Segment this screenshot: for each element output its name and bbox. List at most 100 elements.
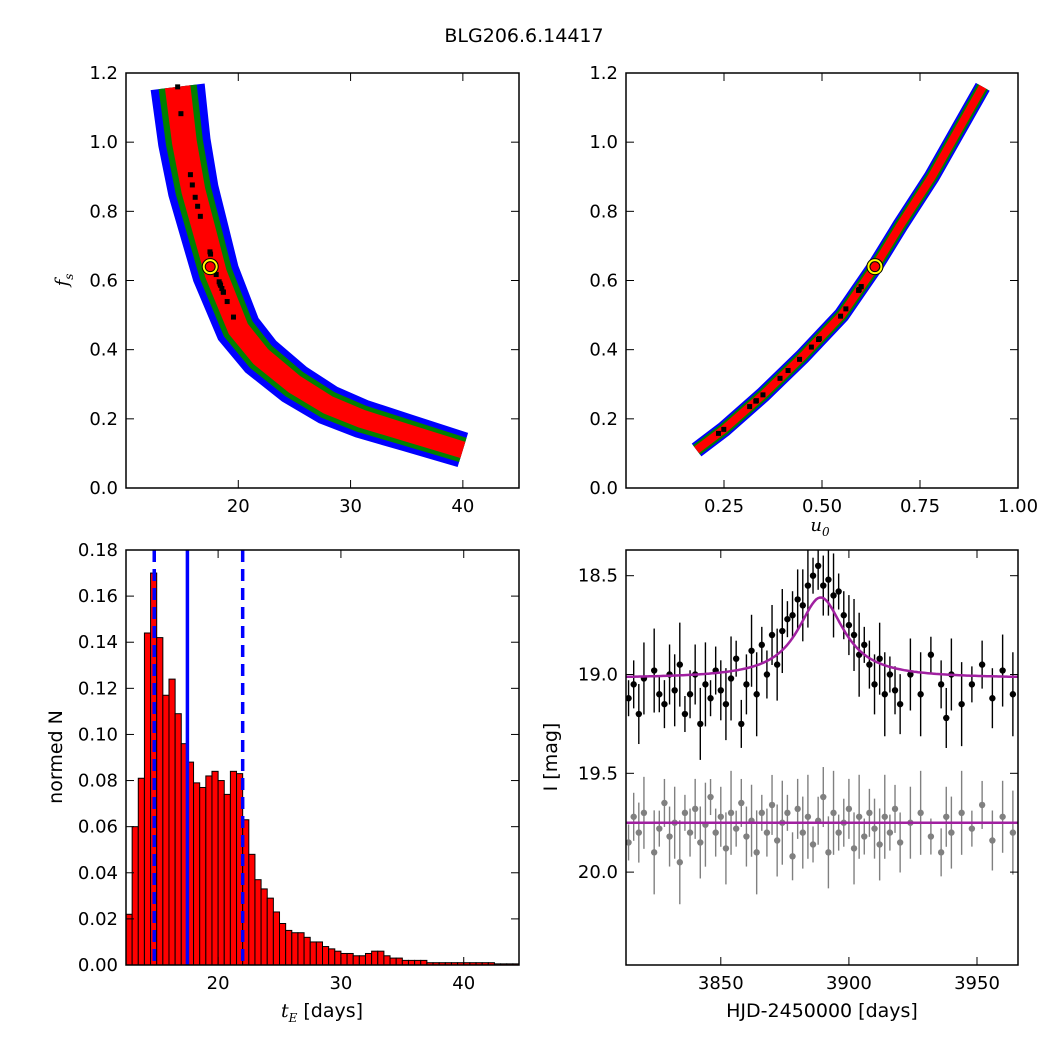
- histogram-bar: [168, 678, 176, 965]
- light-curve-ylabel: I [mag]: [540, 723, 562, 792]
- x-tick-label: 3950: [954, 973, 1000, 994]
- histogram-bar: [352, 955, 360, 965]
- data-point: [738, 720, 745, 728]
- histogram-bar: [260, 888, 268, 965]
- data-point: [809, 572, 817, 579]
- data-point: [1009, 829, 1017, 836]
- data-point: [702, 681, 709, 688]
- panel-fs-vs-tE: 20 30 40 0.0 0.2 0.4 0.6 0.8 1.0 1.2 fs: [52, 63, 520, 517]
- x-tick-label: 3900: [826, 973, 872, 994]
- data-point: [779, 627, 786, 635]
- data-point: [917, 809, 924, 817]
- y-tick-label: 20.0: [578, 862, 618, 883]
- tE-histogram-ylabel: normed N: [45, 710, 67, 804]
- data-point: [784, 809, 791, 817]
- data-point: [671, 687, 678, 694]
- y-tick-label: 0.0: [589, 478, 618, 499]
- posterior-peak-cell: [747, 404, 753, 410]
- data-point: [794, 805, 801, 813]
- x-tick-label: 3850: [698, 973, 744, 994]
- data-point: [707, 793, 714, 801]
- fs-vs-tE-axis-ticks: 20 30 40 0.0 0.2 0.4 0.6 0.8 1.0 1.2: [89, 63, 519, 517]
- data-point: [626, 695, 632, 702]
- data-point: [676, 859, 684, 866]
- data-point: [717, 813, 724, 820]
- data-point: [881, 813, 888, 820]
- x-tick-label: 30: [339, 496, 362, 517]
- histogram-bar: [162, 694, 170, 965]
- data-point: [850, 845, 858, 852]
- data-point: [732, 825, 740, 832]
- histogram-bar: [315, 941, 323, 965]
- data-point: [835, 829, 842, 836]
- histogram-bar: [156, 637, 164, 965]
- data-point: [753, 691, 760, 698]
- data-point: [666, 833, 673, 840]
- x-tick-label: 40: [451, 496, 474, 517]
- y-tick-label: 0.00: [78, 955, 118, 976]
- data-point: [804, 813, 812, 820]
- data-point: [773, 661, 781, 668]
- posterior-peak-cell: [219, 285, 225, 291]
- data-point: [814, 562, 822, 570]
- data-point: [999, 667, 1006, 674]
- data-point: [989, 695, 996, 702]
- fs-vs-tE-plot-area: [150, 83, 469, 468]
- data-point: [871, 681, 878, 688]
- data-point: [712, 829, 719, 836]
- histogram-bar: [254, 879, 262, 965]
- data-point: [691, 805, 699, 813]
- fs-vs-u0-xlabel-sub: 0: [822, 525, 830, 539]
- panel-fs-vs-u0: 0.25 0.50 0.75 1.00 0.0 0.2 0.4 0.6 0.8 1.0 1.2 u0: [589, 63, 1038, 539]
- histogram-bar: [279, 923, 287, 965]
- data-point: [635, 829, 643, 836]
- data-point: [707, 695, 714, 702]
- histogram-bar: [389, 957, 397, 965]
- histogram-bar: [137, 777, 145, 965]
- data-point: [958, 700, 965, 708]
- posterior-peak-cell: [189, 182, 195, 188]
- x-tick-label: 0.50: [802, 496, 842, 517]
- y-tick-label: 0.2: [589, 409, 618, 430]
- histogram-bar: [193, 782, 201, 965]
- posterior-peak-cell: [195, 203, 201, 209]
- y-tick-label: 0.02: [78, 909, 118, 930]
- data-point: [876, 841, 883, 848]
- y-tick-label: 19.5: [578, 763, 618, 784]
- y-tick-label: 1.2: [89, 63, 118, 84]
- y-tick-label: 0.4: [89, 340, 118, 361]
- histogram-bar: [272, 911, 281, 965]
- histogram-bar: [358, 955, 366, 965]
- data-point: [794, 596, 801, 603]
- tE-histogram-xlabel-units: [days]: [297, 1000, 363, 1022]
- data-point: [866, 809, 873, 817]
- posterior-peak-cell: [187, 172, 193, 178]
- y-tick-label: 0.18: [78, 540, 118, 561]
- tE-histogram-plot-area: [126, 550, 519, 965]
- posterior-peak-cell: [838, 313, 844, 319]
- data-point: [861, 833, 868, 840]
- histogram-bar: [143, 632, 152, 965]
- data-point: [738, 799, 745, 807]
- data-point: [640, 809, 648, 817]
- data-point: [907, 671, 914, 678]
- data-point: [891, 805, 899, 813]
- x-tick-label: 40: [452, 973, 475, 994]
- data-point: [835, 588, 842, 595]
- data-point: [789, 612, 796, 619]
- data-point: [845, 805, 853, 813]
- histogram-bar: [291, 932, 299, 965]
- data-point: [896, 700, 904, 708]
- data-point: [743, 681, 750, 688]
- data-point: [727, 675, 735, 682]
- posterior-peak-cell: [213, 272, 219, 278]
- data-point: [661, 700, 668, 708]
- data-point: [784, 615, 791, 623]
- data-point: [626, 839, 632, 846]
- y-tick-label: 0.4: [589, 340, 618, 361]
- data-point: [927, 651, 935, 658]
- fs-vs-tE-ylabel: fs: [52, 274, 76, 289]
- data-point: [845, 621, 853, 629]
- histogram-bar: [364, 952, 373, 965]
- tE-histogram-xlabel: tE [days]: [281, 1000, 363, 1025]
